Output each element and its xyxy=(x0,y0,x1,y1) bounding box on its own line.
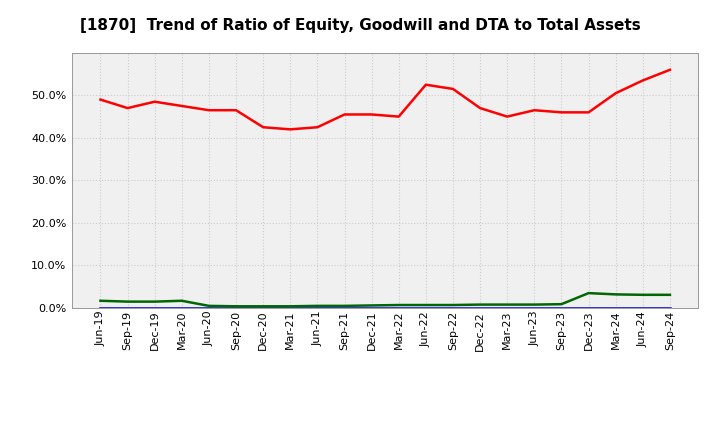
Equity xyxy=(611,91,620,96)
Deferred Tax Assets xyxy=(286,304,294,309)
Goodwill xyxy=(96,305,105,311)
Equity xyxy=(476,106,485,111)
Equity xyxy=(259,125,268,130)
Equity xyxy=(665,67,674,73)
Equity xyxy=(286,127,294,132)
Deferred Tax Assets xyxy=(204,303,213,308)
Deferred Tax Assets xyxy=(611,292,620,297)
Equity xyxy=(178,103,186,109)
Deferred Tax Assets xyxy=(123,299,132,304)
Goodwill xyxy=(476,305,485,311)
Equity xyxy=(449,86,457,92)
Equity xyxy=(341,112,349,117)
Deferred Tax Assets xyxy=(421,302,430,308)
Equity xyxy=(367,112,376,117)
Deferred Tax Assets xyxy=(665,292,674,297)
Deferred Tax Assets xyxy=(150,299,159,304)
Deferred Tax Assets xyxy=(476,302,485,307)
Goodwill xyxy=(178,305,186,311)
Goodwill xyxy=(530,305,539,311)
Goodwill xyxy=(150,305,159,311)
Goodwill xyxy=(367,305,376,311)
Goodwill xyxy=(557,305,566,311)
Goodwill xyxy=(286,305,294,311)
Deferred Tax Assets xyxy=(395,302,403,308)
Equity xyxy=(557,110,566,115)
Equity xyxy=(503,114,511,119)
Goodwill xyxy=(313,305,322,311)
Line: Deferred Tax Assets: Deferred Tax Assets xyxy=(101,293,670,306)
Goodwill xyxy=(639,305,647,311)
Goodwill xyxy=(204,305,213,311)
Equity xyxy=(123,106,132,111)
Equity xyxy=(584,110,593,115)
Equity xyxy=(313,125,322,130)
Goodwill xyxy=(341,305,349,311)
Goodwill xyxy=(611,305,620,311)
Deferred Tax Assets xyxy=(557,301,566,307)
Goodwill xyxy=(123,305,132,311)
Deferred Tax Assets xyxy=(503,302,511,307)
Goodwill xyxy=(584,305,593,311)
Deferred Tax Assets xyxy=(449,302,457,308)
Deferred Tax Assets xyxy=(313,303,322,308)
Deferred Tax Assets xyxy=(178,298,186,304)
Deferred Tax Assets xyxy=(639,292,647,297)
Equity xyxy=(421,82,430,87)
Goodwill xyxy=(259,305,268,311)
Goodwill xyxy=(421,305,430,311)
Equity xyxy=(530,107,539,113)
Goodwill xyxy=(449,305,457,311)
Goodwill xyxy=(665,305,674,311)
Deferred Tax Assets xyxy=(232,304,240,309)
Line: Equity: Equity xyxy=(101,70,670,129)
Equity xyxy=(639,78,647,83)
Equity xyxy=(232,107,240,113)
Goodwill xyxy=(232,305,240,311)
Equity xyxy=(96,97,105,102)
Equity xyxy=(395,114,403,119)
Deferred Tax Assets xyxy=(530,302,539,307)
Goodwill xyxy=(395,305,403,311)
Deferred Tax Assets xyxy=(259,304,268,309)
Goodwill xyxy=(503,305,511,311)
Deferred Tax Assets xyxy=(341,303,349,308)
Equity xyxy=(150,99,159,104)
Deferred Tax Assets xyxy=(367,303,376,308)
Equity xyxy=(204,107,213,113)
Text: [1870]  Trend of Ratio of Equity, Goodwill and DTA to Total Assets: [1870] Trend of Ratio of Equity, Goodwil… xyxy=(80,18,640,33)
Deferred Tax Assets xyxy=(96,298,105,304)
Deferred Tax Assets xyxy=(584,290,593,296)
